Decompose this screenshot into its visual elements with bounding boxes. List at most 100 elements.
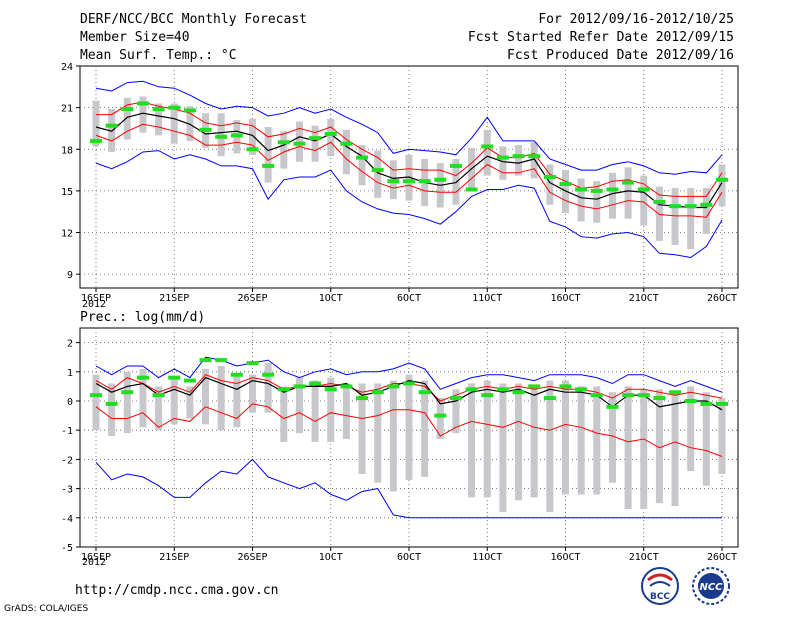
temperature-marker: [449, 163, 462, 168]
temperature-spread-box: [483, 129, 491, 176]
precipitation-marker: [403, 381, 415, 386]
temperature-marker: [183, 108, 196, 113]
temperature-year-label: 2012: [82, 299, 106, 310]
precipitation-marker: [418, 390, 431, 395]
forecast-produced-label: Fcst Produced Date 2012/09/16: [507, 48, 734, 63]
temperature-xtick-label: 26OCT: [707, 293, 737, 304]
temperature-marker: [136, 101, 149, 106]
precipitation-ytick-label: 0: [67, 397, 73, 408]
precipitation-spread-box: [202, 368, 210, 425]
bcc-logo: BCC: [640, 566, 680, 610]
temperature-marker: [575, 187, 588, 192]
temperature-spread-box: [515, 145, 523, 176]
temperature-spread-box: [562, 170, 569, 214]
source-url[interactable]: http://cmdp.ncc.cma.gov.cn: [75, 583, 279, 598]
member-size-label: Member Size=40: [80, 30, 190, 45]
precipitation-xtick-label: 1OCT: [319, 552, 343, 563]
precipitation-marker: [716, 401, 728, 406]
precipitation-spread-box: [92, 374, 100, 431]
temperature-marker: [356, 155, 369, 160]
temperature-marker: [512, 154, 525, 159]
temperature-spread-box: [139, 96, 147, 133]
temperature-marker: [324, 131, 337, 136]
precipitation-marker: [465, 387, 478, 392]
temperature-spread-box: [577, 178, 585, 222]
temperature-marker: [152, 107, 165, 112]
temperature-spread-box: [155, 103, 163, 136]
temperature-marker: [622, 180, 635, 185]
precipitation-spread-box: [311, 380, 319, 442]
precipitation-spread-box: [718, 398, 726, 474]
temperature-spread-box: [546, 164, 554, 205]
temperature-spread-box: [655, 186, 663, 241]
precipitation-lower-line: [95, 403, 723, 457]
precipitation-marker: [371, 390, 384, 395]
precipitation-xtick-label: 6OCT: [397, 552, 421, 563]
precipitation-marker: [606, 404, 619, 409]
precipitation-marker: [496, 387, 509, 392]
temperature-spread-box: [358, 145, 366, 186]
precipitation-marker: [90, 393, 102, 398]
temperature-spread-box: [374, 150, 382, 198]
temperature-xtick-label: 6OCT: [397, 293, 421, 304]
precipitation-spread-box: [108, 383, 116, 437]
temperature-spread-box: [718, 164, 726, 207]
precipitation-spread-box: [155, 386, 163, 431]
temperature-spread-box: [671, 188, 679, 245]
temperature-marker: [418, 179, 431, 184]
precipitation-marker: [637, 393, 650, 398]
temperature-marker: [606, 187, 619, 192]
temperature-min-line: [95, 150, 723, 259]
precipitation-spread-box: [530, 386, 538, 498]
temperature-marker: [543, 175, 556, 179]
precipitation-min-line: [95, 458, 722, 519]
temperature-spread-box: [295, 121, 303, 162]
ncc-logo: NCC: [690, 566, 732, 610]
temperature-marker: [434, 177, 447, 182]
precipitation-spread-box: [233, 374, 241, 428]
precipitation-spread-box: [436, 398, 444, 439]
precipitation-marker: [669, 390, 682, 395]
temperature-spread-box: [608, 172, 616, 219]
precipitation-spread-box: [186, 386, 194, 419]
temperature-marker: [590, 188, 603, 193]
temperature-spread-box: [170, 103, 178, 144]
precipitation-marker: [324, 387, 337, 392]
temperature-marker: [481, 144, 494, 149]
precipitation-ytick-label: -2: [61, 455, 73, 466]
temperature-marker: [215, 134, 228, 139]
precipitation-spread-box: [671, 392, 679, 507]
temperature-ytick-label: 12: [61, 229, 73, 240]
temperature-marker: [559, 181, 572, 186]
temperature-spread-box: [217, 113, 225, 157]
precipitation-marker: [152, 393, 165, 398]
temperature-spread-box: [311, 125, 319, 162]
precipitation-marker: [543, 396, 556, 401]
precipitation-spread-box: [593, 386, 601, 495]
forecast-period-label: For 2012/09/16-2012/10/25: [538, 12, 734, 27]
precipitation-marker: [684, 399, 697, 403]
precipitation-marker: [340, 384, 353, 389]
temperature-spread-box: [92, 100, 100, 147]
precipitation-variable-label: Prec.: log(mm/d): [80, 310, 205, 325]
precipitation-spread-box: [249, 374, 256, 413]
temperature-spread-box: [405, 154, 413, 201]
temperature-xtick-label: 16SEP: [81, 293, 111, 304]
temperature-marker: [371, 168, 384, 173]
temperature-marker: [387, 179, 400, 184]
precipitation-spread-box: [139, 368, 147, 428]
precipitation-marker: [183, 378, 196, 383]
temperature-spread-box: [327, 118, 335, 157]
precipitation-spread-box: [624, 386, 632, 510]
precipitation-xtick-label: 16OCT: [550, 552, 580, 563]
precipitation-marker: [622, 393, 635, 398]
precipitation-ytick-label: 1: [67, 368, 73, 379]
temperature-lower-line: [95, 123, 723, 218]
precipitation-spread-box: [389, 380, 397, 492]
precipitation-mean-line: [95, 376, 723, 411]
precipitation-spread-box: [264, 363, 272, 413]
temperature-xtick-label: 21SEP: [159, 293, 189, 304]
precipitation-marker: [387, 384, 400, 389]
precipitation-spread-box: [374, 383, 382, 483]
